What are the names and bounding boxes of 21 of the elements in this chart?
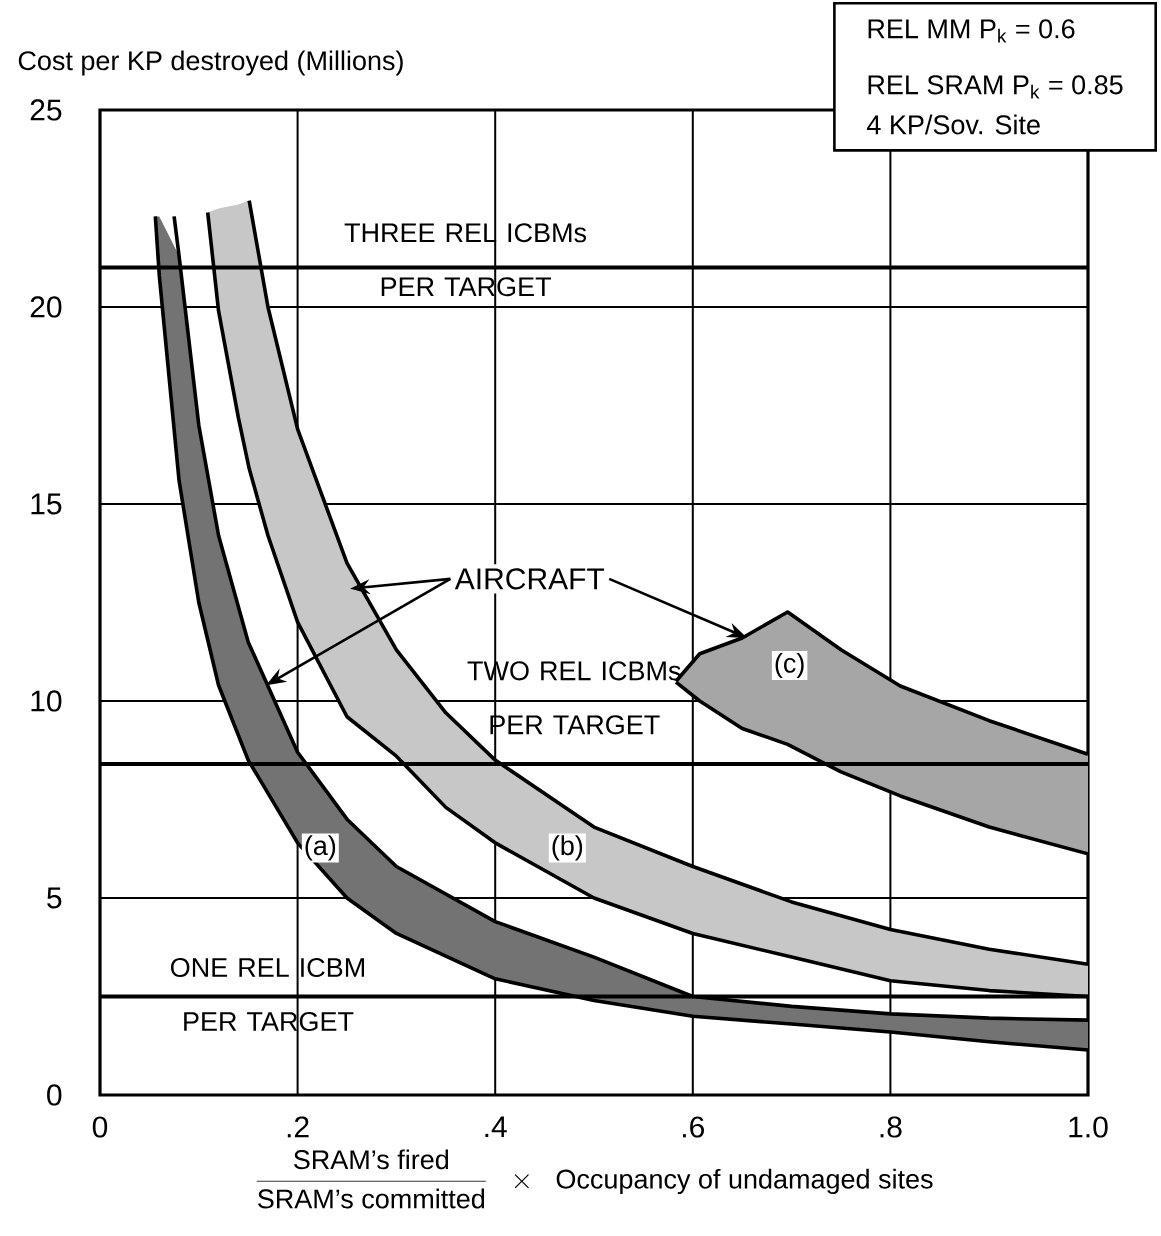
y-axis-title: Cost per KP destroyed (Millions) [18, 50, 403, 76]
x-tick-label: .4 [485, 1116, 507, 1138]
y-tick-label: 25 [30, 99, 62, 121]
text: REL SRAM P$_{k}$ = 0.85 [868, 75, 1123, 99]
y-tick-label: 10 [31, 690, 62, 712]
text: REL MM P$_{k}$ = 0.6 [868, 19, 1075, 43]
x-tick-label: .8 [880, 1116, 902, 1138]
annotation: 4 KP/Sov. Site [867, 114, 1040, 135]
x-tick-label: 0 [92, 1116, 108, 1138]
y-tick-label: 0 [47, 1084, 62, 1106]
annotation: (a) [305, 835, 336, 861]
x-tick-label: .2 [287, 1116, 309, 1138]
y-tick-label: 20 [30, 296, 62, 318]
annotation: AIRCRAFT [454, 568, 605, 590]
x-tick-label: 1.0 [1069, 1116, 1108, 1138]
annotation: (c) [775, 652, 804, 679]
annotation: (b) [552, 835, 583, 861]
x-tick-label: .6 [683, 1116, 704, 1138]
y-tick-label: 5 [47, 887, 62, 909]
x-axis-title: $\frac{\mbox{SRAM's fired}}{\mbox{SRAM's committed}}\;\;\times\;\;\mbox{Occupancy of undamaged sites}$ [256, 1149, 933, 1209]
y-tick-label: 15 [31, 493, 62, 515]
